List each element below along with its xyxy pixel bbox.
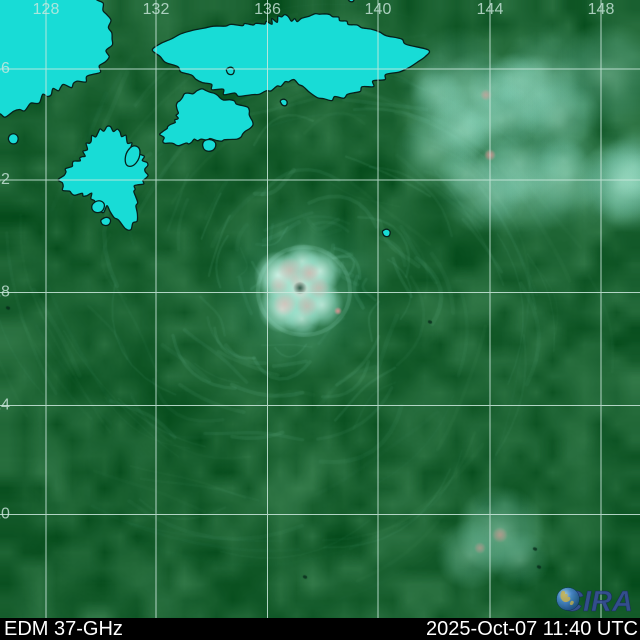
svg-text:140: 140 xyxy=(365,1,392,18)
svg-text:148: 148 xyxy=(588,1,615,18)
svg-text:128: 128 xyxy=(33,1,60,18)
svg-text:144: 144 xyxy=(477,1,504,18)
svg-text:36: 36 xyxy=(0,60,10,77)
svg-text:20: 20 xyxy=(0,506,10,523)
svg-text:132: 132 xyxy=(143,1,170,18)
svg-text:32: 32 xyxy=(0,171,10,188)
svg-text:28: 28 xyxy=(0,284,10,301)
svg-text:136: 136 xyxy=(254,1,281,18)
svg-text:24: 24 xyxy=(0,397,10,414)
